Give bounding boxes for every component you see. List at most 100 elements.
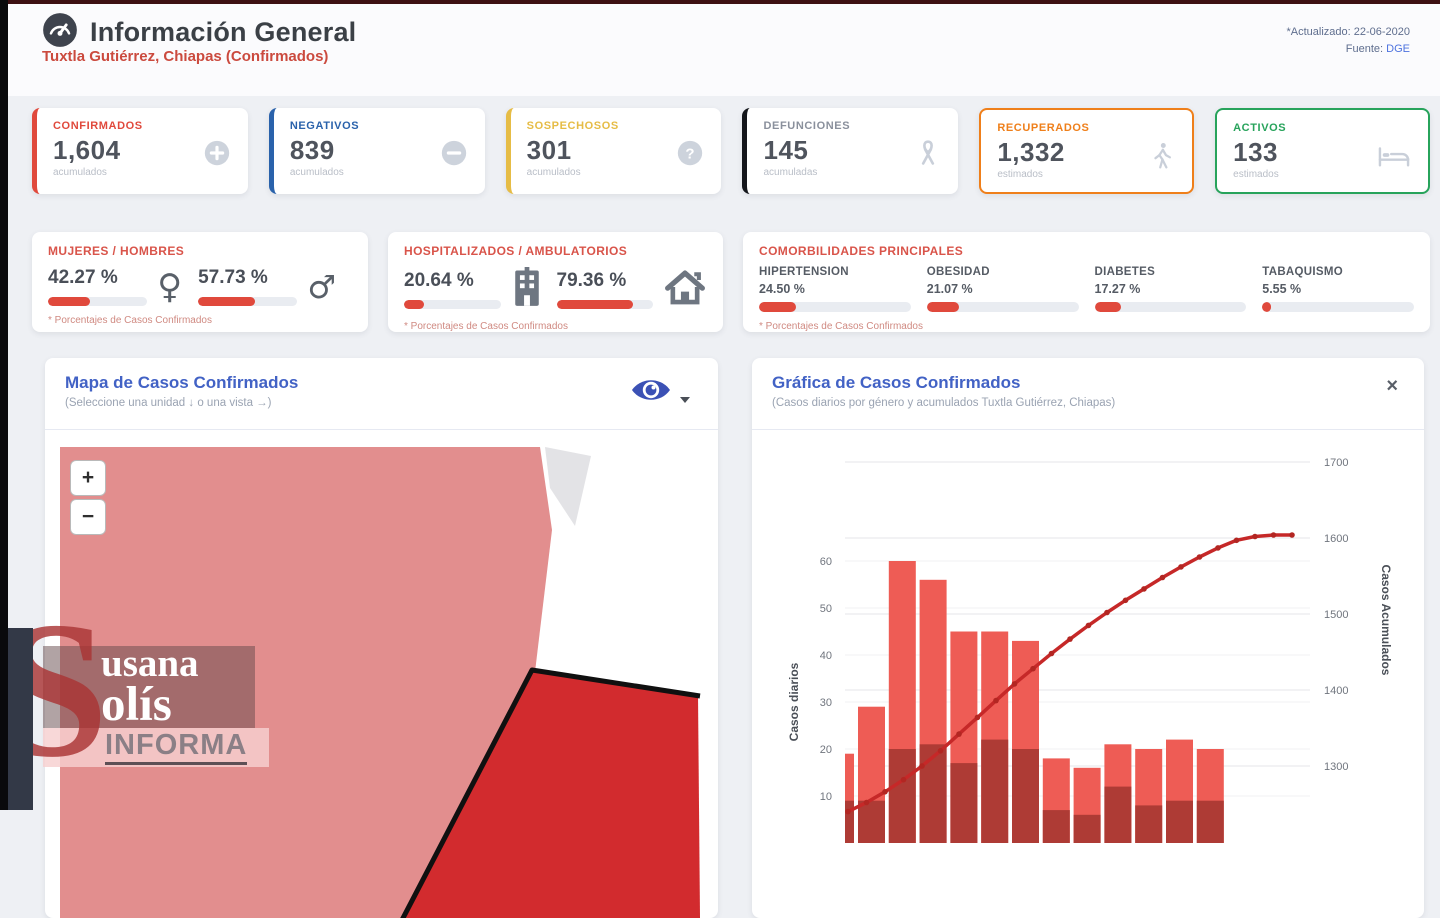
question-circle-icon: ? bbox=[675, 138, 705, 173]
map-panel: Mapa de Casos Confirmados (Seleccione un… bbox=[45, 358, 718, 918]
chevron-down-icon bbox=[680, 396, 690, 403]
ribbon-icon bbox=[914, 138, 942, 173]
svg-text:1400: 1400 bbox=[1324, 685, 1348, 697]
comorbidity-label-tabaquismo: TABAQUISMO bbox=[1262, 266, 1343, 278]
stat-card-confirmados: CONFIRMADOS 1,604 acumulados bbox=[32, 108, 248, 194]
stat-value-recuperados: 1,332 bbox=[997, 137, 1065, 167]
stat-card-sospechosos: SOSPECHOSOS 301 acumulados? bbox=[505, 108, 722, 194]
bed-icon bbox=[1376, 140, 1412, 175]
stat-card-activos: ACTIVOS 133 estimados bbox=[1215, 108, 1430, 194]
eye-icon bbox=[629, 374, 673, 411]
ambulatory-progress bbox=[556, 300, 653, 309]
comorbidities-card: COMORBILIDADES PRINCIPALES HIPERTENSION 2… bbox=[743, 232, 1430, 332]
stat-label-recuperados: RECUPERADOS bbox=[997, 122, 1090, 134]
svg-text:60: 60 bbox=[820, 556, 832, 568]
comorbidity-value-hipertension: 24.50 % bbox=[759, 282, 805, 296]
stat-value-activos: 133 bbox=[1233, 137, 1279, 167]
map-region-light[interactable] bbox=[60, 447, 552, 918]
svg-text:1300: 1300 bbox=[1324, 761, 1348, 773]
women-percentage: 42.27 % bbox=[48, 267, 118, 288]
svg-text:30: 30 bbox=[820, 697, 832, 709]
comorbidity-progress-tabaquismo bbox=[1262, 302, 1414, 312]
chart-panel: Gráfica de Casos Confirmados (Casos diar… bbox=[752, 358, 1424, 918]
stat-card-negativos: NEGATIVOS 839 acumulados bbox=[268, 108, 485, 194]
female-icon: ♀ bbox=[157, 266, 183, 307]
male-icon: ♂ bbox=[307, 267, 336, 306]
ambulatory-percentage: 79.36 % bbox=[556, 270, 627, 291]
comorbidity-label-diabetes: DIABETES bbox=[1094, 266, 1156, 278]
comorbidity-label-hipertension: HIPERTENSION bbox=[759, 266, 849, 278]
hospitalized-progress bbox=[404, 300, 501, 309]
walking-person-icon bbox=[1148, 140, 1176, 177]
choropleth-map bbox=[60, 447, 701, 918]
svg-text:Casos Acumulados: Casos Acumulados bbox=[1379, 565, 1393, 676]
stat-sub-negativos: acumulados bbox=[289, 167, 344, 178]
stat-label-confirmados: CONFIRMADOS bbox=[53, 120, 143, 132]
comorbidity-diabetes: DIABETES 17.27 % bbox=[1094, 266, 1247, 312]
svg-text:40: 40 bbox=[820, 650, 832, 662]
map-view-selector[interactable] bbox=[629, 374, 690, 411]
page-header: Información General Tuxtla Gutiérrez, Ch… bbox=[0, 0, 1440, 96]
map-zoom-out-button[interactable]: − bbox=[70, 499, 106, 535]
chart-panel-subtitle: (Casos diarios por género y acumulados T… bbox=[772, 397, 1116, 409]
svg-text:1700: 1700 bbox=[1324, 457, 1348, 469]
stat-label-activos: ACTIVOS bbox=[1233, 122, 1287, 134]
women-progress bbox=[48, 297, 148, 306]
hospitalized-card-note: * Porcentajes de Casos Confirmados bbox=[404, 321, 568, 332]
gender-card: MUJERES / HOMBRES 42.27 % ♀ 57.73 % ♂ * … bbox=[32, 232, 368, 332]
svg-text:?: ? bbox=[686, 146, 695, 163]
map-zoom-in-button[interactable]: + bbox=[70, 460, 106, 496]
stat-cards-row: CONFIRMADOS 1,604 acumulados NEGATIVOS 839 ac… bbox=[32, 108, 1430, 194]
close-icon[interactable]: × bbox=[1386, 375, 1398, 397]
stat-value-defunciones: 145 bbox=[763, 135, 809, 165]
chart-panel-title: Gráfica de Casos Confirmados bbox=[772, 373, 1021, 392]
comorbidity-obesidad: OBESIDAD 21.07 % bbox=[926, 266, 1079, 312]
map-panel-title: Mapa de Casos Confirmados bbox=[65, 373, 299, 392]
comorbidity-hipertension: HIPERTENSION 24.50 % bbox=[759, 266, 911, 312]
stat-label-sospechosos: SOSPECHOSOS bbox=[526, 120, 619, 132]
comorbidities-card-title: COMORBILIDADES PRINCIPALES bbox=[759, 244, 964, 258]
svg-text:10: 10 bbox=[820, 791, 832, 803]
svg-text:Casos diarios: Casos diarios bbox=[787, 662, 801, 741]
comorbidity-value-diabetes: 17.27 % bbox=[1094, 282, 1141, 296]
comorbidity-tabaquismo: TABAQUISMO 5.55 % bbox=[1262, 266, 1414, 312]
daily-and-cumulative-cases-chart: 10 20 30 40 50 60 1300 1400 1500 1600 1700 Casos di… bbox=[787, 457, 1393, 843]
comorbidity-progress-obesidad bbox=[926, 302, 1079, 312]
comorbidity-value-obesidad: 21.07 % bbox=[926, 282, 973, 296]
hospitalized-percentage: 20.64 % bbox=[404, 270, 474, 291]
svg-text:20: 20 bbox=[820, 744, 832, 756]
stat-sub-sospechosos: acumulados bbox=[526, 167, 581, 178]
plus-circle-icon bbox=[202, 138, 232, 173]
source-link[interactable]: DGE bbox=[1386, 43, 1410, 55]
stat-card-recuperados: RECUPERADOS 1,332 estimados bbox=[979, 108, 1195, 194]
men-percentage: 57.73 % bbox=[198, 267, 268, 288]
updated-label: *Actualizado: 22-06-2020 bbox=[1286, 26, 1410, 38]
svg-text:50: 50 bbox=[820, 603, 832, 615]
minus-circle-icon bbox=[439, 138, 469, 173]
stat-value-sospechosos: 301 bbox=[526, 135, 572, 165]
comorbidity-progress-hipertension bbox=[759, 302, 911, 312]
stat-sub-defunciones: acumuladas bbox=[763, 167, 818, 178]
stat-card-defunciones: DEFUNCIONES 145 acumuladas bbox=[742, 108, 959, 194]
svg-text:1600: 1600 bbox=[1324, 533, 1348, 545]
stat-label-defunciones: DEFUNCIONES bbox=[763, 120, 851, 132]
comorbidity-progress-diabetes bbox=[1094, 302, 1247, 312]
page-title: Información General bbox=[90, 17, 357, 47]
gender-card-title: MUJERES / HOMBRES bbox=[48, 244, 185, 258]
stat-value-negativos: 839 bbox=[289, 135, 335, 165]
stat-value-confirmados: 1,604 bbox=[53, 135, 121, 165]
screenshot-left-edge bbox=[0, 0, 8, 810]
map-canvas[interactable]: + − bbox=[45, 430, 718, 918]
comorbidities-card-note: * Porcentajes de Casos Confirmados bbox=[759, 321, 923, 332]
home-icon bbox=[663, 267, 707, 312]
stat-label-negativos: NEGATIVOS bbox=[289, 120, 360, 132]
map-region-gray[interactable] bbox=[545, 447, 591, 526]
map-panel-subtitle: (Seleccione una unidad ↓ o una vista →) bbox=[65, 397, 272, 409]
page-subtitle: Tuxtla Gutiérrez, Chiapas (Confirmados) bbox=[42, 48, 329, 65]
screenshot-top-edge bbox=[0, 0, 1440, 4]
source-label: Fuente: bbox=[1345, 43, 1384, 55]
stat-sub-confirmados: acumulados bbox=[53, 167, 107, 178]
gauge-icon bbox=[42, 12, 78, 53]
hospital-icon bbox=[509, 267, 545, 312]
comorbidity-value-tabaquismo: 5.55 % bbox=[1262, 282, 1302, 296]
